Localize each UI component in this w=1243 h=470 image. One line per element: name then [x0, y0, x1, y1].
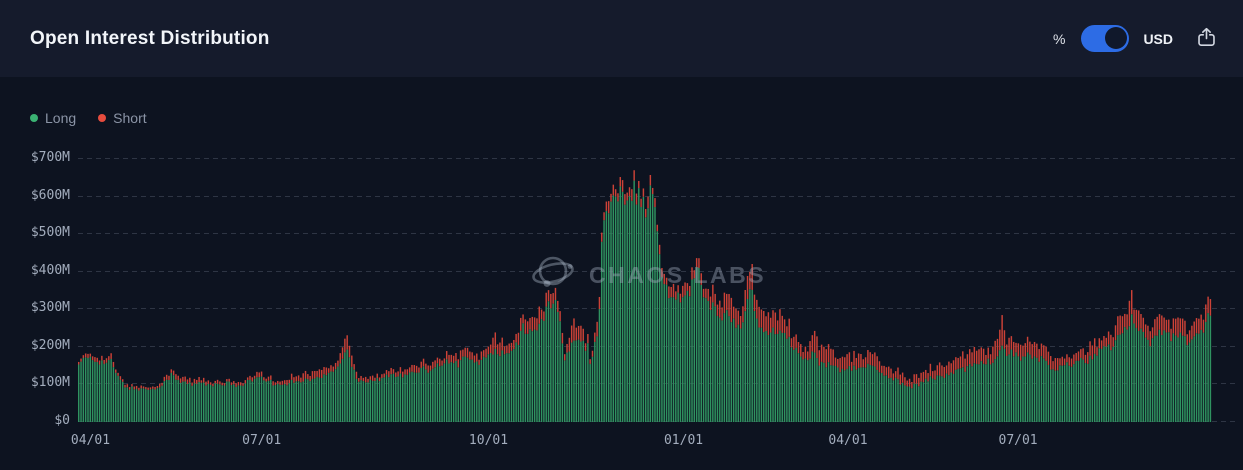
- short-series-dot-icon: [98, 114, 107, 122]
- y-axis-tick-label: $400M: [30, 262, 70, 278]
- y-gridline: [78, 158, 1235, 159]
- legend-item-long[interactable]: Long: [30, 110, 76, 126]
- stacked-bars[interactable]: [78, 149, 1212, 423]
- x-axis-tick-label: 07/01: [242, 433, 282, 448]
- y-axis-tick-label: $600M: [30, 187, 70, 203]
- panel-header: Open Interest Distribution % USD: [0, 0, 1243, 77]
- legend-item-short[interactable]: Short: [98, 110, 147, 126]
- unit-toggle[interactable]: [1081, 25, 1130, 52]
- x-axis-tick-label: 04/01: [828, 433, 868, 448]
- x-axis-tick-label: 04/01: [70, 433, 111, 448]
- page-title: Open Interest Distribution: [30, 27, 270, 49]
- y-gridline: [78, 345, 1235, 347]
- share-button[interactable]: [1193, 26, 1219, 52]
- y-gridline: [78, 233, 1235, 235]
- legend-label-short: Short: [113, 110, 147, 126]
- long-series-dot-icon: [30, 114, 38, 122]
- y-gridline: [78, 195, 1235, 197]
- chart-legend: Long Short: [30, 110, 147, 126]
- x-axis-tick-label: 01/01: [663, 433, 704, 448]
- y-axis-tick-label: $100M: [30, 375, 70, 391]
- y-axis-tick-label: $0: [54, 413, 70, 428]
- y-gridline: [78, 308, 1235, 310]
- y-axis-tick-label: $500M: [30, 225, 70, 241]
- header-controls: % USD: [1053, 25, 1219, 52]
- share-export-icon: [1195, 26, 1218, 52]
- legend-label-long: Long: [45, 110, 77, 126]
- y-gridline: [78, 383, 1235, 385]
- x-axis-tick-label: 10/01: [468, 433, 509, 448]
- y-gridline: [78, 421, 1235, 422]
- y-axis-tick-label: $200M: [30, 337, 70, 353]
- usd-toggle-label[interactable]: USD: [1143, 30, 1173, 47]
- x-axis-tick-label: 07/01: [998, 433, 1038, 448]
- y-axis-tick-label: $700M: [30, 150, 70, 165]
- y-gridline: [78, 270, 1235, 272]
- y-axis-tick-label: $300M: [30, 300, 70, 316]
- percent-toggle-label[interactable]: %: [1052, 30, 1066, 47]
- toggle-knob[interactable]: [1105, 27, 1128, 49]
